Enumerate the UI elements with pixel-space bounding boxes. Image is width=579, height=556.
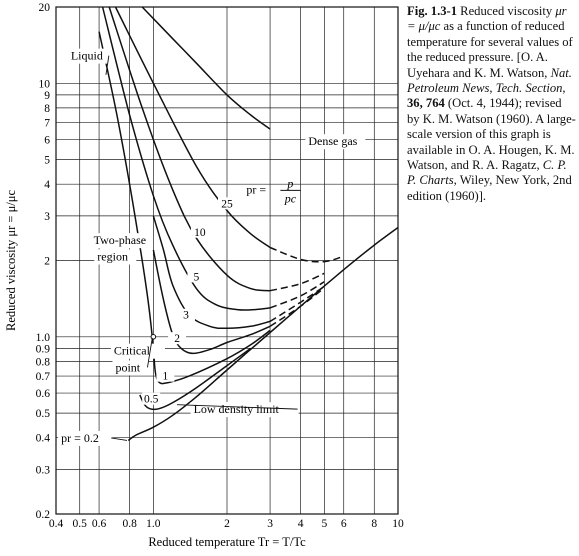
- critical-point-marker: [150, 334, 157, 340]
- x-tick-label: 4: [298, 518, 304, 530]
- tick-labels: 0.4 0.5 0.6 0.8 1.0 2 3 4 5 6 8 100.20.30.40.50.60.…: [36, 2, 404, 530]
- x-tick-label: 3: [267, 518, 273, 530]
- curve-pr-1: [98, 31, 271, 385]
- annotation-bg-two-phase-2: [94, 249, 137, 265]
- annotation-bg-critical-1: [110, 343, 165, 359]
- annotation-two-phase-1: Two-phase: [94, 233, 146, 247]
- curve-pr-0-2: [127, 226, 399, 442]
- curve-dashed-pr-25: [269, 246, 344, 263]
- annotations-layer: Liquid Dense gas Two-phase region Critical po…: [58, 48, 366, 446]
- caption-text-5: , Wiley, New York, 2nd edition (1960)].: [407, 173, 572, 203]
- y-tick-label: 1.0: [36, 332, 51, 344]
- y-tick-label: 10: [39, 78, 51, 90]
- x-tick-label: 8: [371, 518, 377, 530]
- curve-dashed-pr-2: [269, 287, 325, 327]
- annotation-bg-dense-gas: [305, 134, 366, 150]
- x-tick-label: 0.4: [49, 518, 64, 530]
- series-label-1: 1: [163, 371, 169, 383]
- y-tick-label: 0.2: [36, 509, 51, 521]
- y-tick-label: 8: [44, 103, 50, 115]
- y-tick-label: 4: [44, 179, 50, 191]
- annotation-leader-critical-2: [147, 337, 153, 368]
- curve-dashed-pr-10: [269, 272, 325, 292]
- caption-book: C. P. P. Charts: [407, 158, 567, 188]
- x-tick-label: 5: [321, 518, 327, 530]
- annotation-critical-2: point: [115, 360, 140, 374]
- x-tick-label: 1.0: [146, 518, 161, 530]
- series-label-bg-2: [168, 332, 187, 345]
- caption-text-1: Reduced viscosity: [457, 4, 556, 18]
- series-label-0-5: 0.5: [144, 394, 159, 406]
- x-tick-label: 0.5: [73, 518, 88, 530]
- series-label-bg-0-5: [142, 392, 161, 405]
- y-tick-label: 0.7: [36, 371, 51, 383]
- series-label-bg-3: [177, 308, 196, 321]
- curve-pr-0-5: [139, 347, 252, 411]
- y-tick-label: 7: [44, 118, 50, 130]
- caption-journal: Nat. Petroleum News, Tech. Section: [407, 65, 572, 96]
- annotation-leader-low-density: [177, 404, 298, 410]
- caption-formula: μr = μ/μc: [407, 4, 567, 34]
- annotation-bg-two-phase-1: [90, 233, 151, 249]
- x-tick-label: 6: [341, 518, 347, 530]
- y-tick-label: 3: [44, 211, 50, 223]
- annotation-leader-pr-02: [111, 437, 128, 441]
- annotation-leader-liquid: [105, 55, 110, 75]
- annotation-bg-critical-2: [112, 360, 149, 376]
- y-tick-label: 0.5: [36, 408, 51, 420]
- annotation-bg-liquid: [67, 48, 110, 64]
- pr-formula-numerator: p: [286, 176, 293, 190]
- figure-number: Fig. 1.3-1: [407, 4, 458, 18]
- series-label-5: 5: [194, 271, 200, 283]
- annotation-pr-02: pr = 0.2: [61, 431, 99, 445]
- y-tick-label: 0.9: [36, 343, 51, 355]
- y-tick-label: 9: [44, 90, 50, 102]
- series-label-2: 2: [174, 333, 180, 345]
- curve-pr-2: [152, 249, 271, 355]
- x-tick-label: 0.8: [122, 518, 137, 530]
- caption-text-3: ,: [562, 81, 566, 96]
- curve-pr-3: [152, 215, 271, 330]
- x-tick-label: 0.6: [92, 518, 107, 530]
- curve-pr-25: [114, 6, 271, 249]
- annotation-low-density: Low density limit: [194, 402, 280, 416]
- y-axis-label: Reduced viscosity μr = μ/μc: [4, 190, 18, 331]
- plot-frame: [55, 6, 399, 515]
- y-tick-label: 6: [44, 135, 50, 147]
- y-tick-label: 0.4: [36, 433, 51, 445]
- annotation-pr-def: pr =: [246, 182, 266, 196]
- caption-text-2: as a function of reduced temperature for…: [407, 19, 573, 80]
- series-label-bg-5: [187, 270, 206, 283]
- caption-text-4: (Oct. 4, 1944); revised by K. M. Watson …: [407, 96, 576, 173]
- annotation-liquid: Liquid: [71, 49, 103, 63]
- series-label-bg-1: [156, 369, 175, 382]
- caption-volume: 36, 764: [407, 96, 445, 111]
- series-layer: 0.5 1 23 5 10 25: [98, 6, 399, 442]
- pr-formula-denominator: pc: [284, 191, 297, 205]
- y-tick-label: 2: [44, 256, 50, 268]
- y-tick-label: 0.3: [36, 464, 51, 476]
- series-label-bg-25: [218, 197, 236, 210]
- annotation-dense-gas: Dense gas: [308, 134, 357, 148]
- y-tick-label: 20: [39, 2, 51, 14]
- y-tick-label: 5: [44, 155, 50, 167]
- annotation-critical-1: Critical: [114, 344, 151, 358]
- annotation-two-phase-2: region: [97, 250, 128, 264]
- annotation-bg-pr-02: [58, 430, 113, 446]
- series-label-25: 25: [221, 198, 233, 210]
- x-tick-label: 2: [224, 518, 230, 530]
- series-label-bg-10: [190, 225, 209, 238]
- y-tick-label: 0.8: [36, 356, 51, 368]
- figure-caption: Fig. 1.3-1 Reduced viscosity μr = μ/μc a…: [407, 4, 577, 204]
- series-label-10: 10: [194, 227, 206, 239]
- curve-pr-liquid-branch: [141, 6, 271, 130]
- x-tick-label: 10: [392, 518, 404, 530]
- curve-dashed-pr-3: [269, 285, 325, 323]
- y-tick-label: 0.6: [36, 388, 51, 400]
- series-label-3: 3: [183, 310, 189, 322]
- x-axis-label: Reduced temperature Tr = T/Tc: [148, 535, 306, 549]
